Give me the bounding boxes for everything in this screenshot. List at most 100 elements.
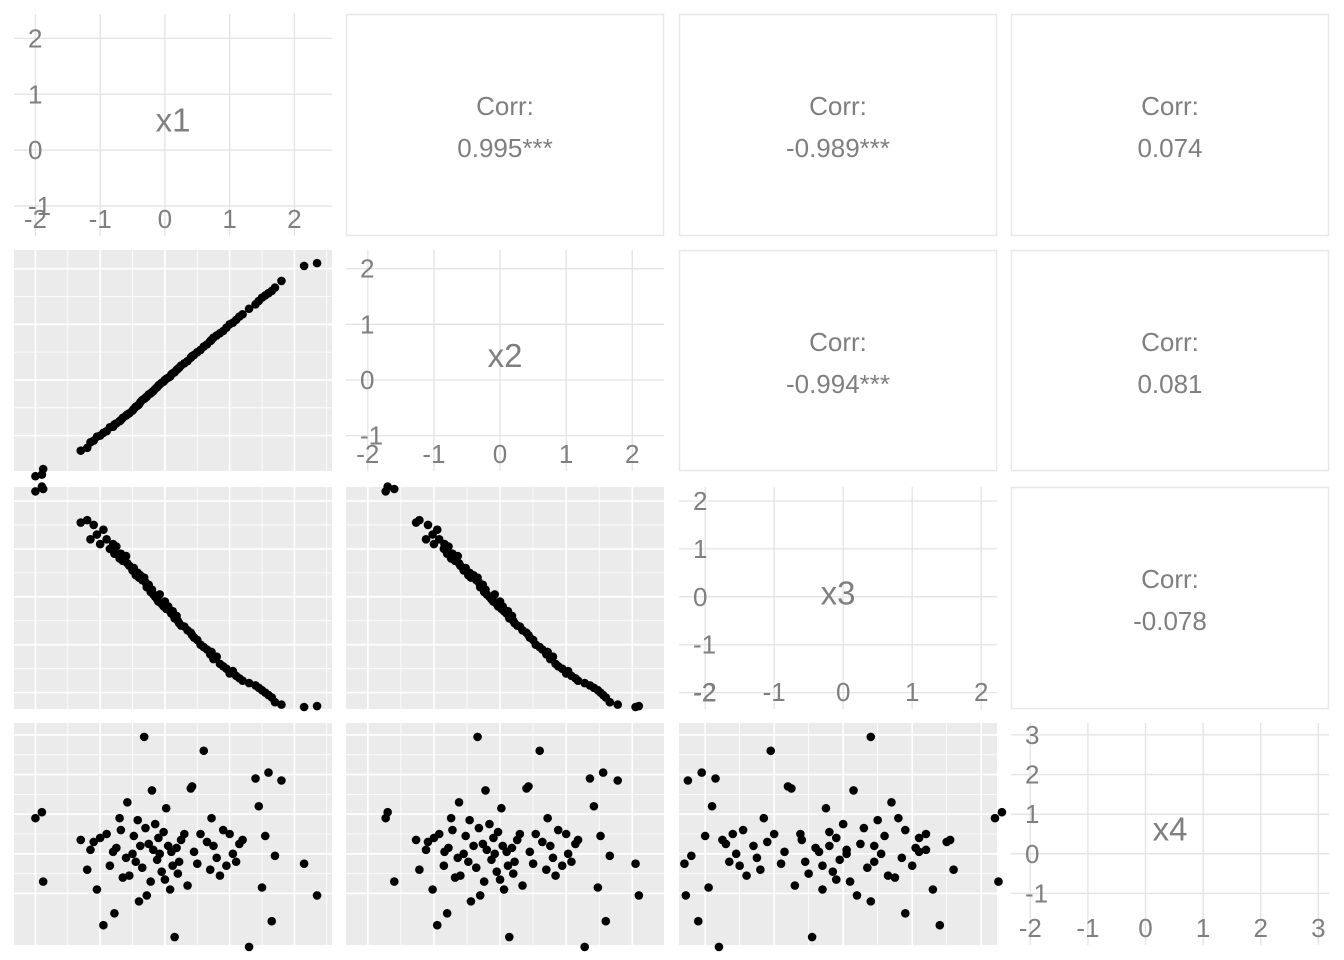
- y-tick-label: -1: [1025, 878, 1048, 908]
- data-point: [157, 867, 166, 876]
- data-point: [76, 835, 86, 845]
- data-point: [86, 535, 95, 544]
- data-point: [299, 702, 309, 712]
- data-point: [548, 853, 558, 863]
- y-tick-label: 1: [1025, 799, 1039, 829]
- scatter-panel-bg: [346, 487, 664, 709]
- data-point: [82, 865, 92, 874]
- data-point: [749, 841, 758, 851]
- y-tick-label: 0: [1025, 839, 1039, 869]
- variable-name: x3: [821, 575, 856, 612]
- data-point: [110, 908, 119, 918]
- data-point: [270, 851, 280, 861]
- y-tick-label: 2: [360, 254, 374, 284]
- data-point: [742, 871, 751, 880]
- data-point: [150, 819, 160, 829]
- y-tick-label: 2: [693, 486, 707, 516]
- data-point: [704, 883, 713, 892]
- data-point: [251, 774, 260, 783]
- data-point: [475, 891, 485, 900]
- data-point: [215, 871, 225, 880]
- y-tick-label: 0: [693, 582, 707, 612]
- data-point: [481, 786, 490, 795]
- panel-x4-x1: [14, 723, 332, 952]
- data-point: [31, 471, 40, 481]
- x-tick-label: 0: [493, 439, 507, 469]
- data-point: [911, 843, 920, 853]
- data-point: [383, 807, 392, 817]
- data-point: [515, 829, 525, 839]
- y-tick-label: 1: [28, 79, 42, 109]
- data-point: [838, 819, 848, 829]
- data-point: [573, 676, 583, 685]
- data-point: [168, 861, 177, 871]
- data-point: [796, 829, 805, 839]
- data-point: [845, 877, 855, 886]
- data-point: [160, 875, 170, 884]
- data-point: [244, 942, 254, 952]
- data-point: [997, 807, 1007, 817]
- data-point: [613, 700, 623, 709]
- data-point: [89, 520, 98, 530]
- data-point: [38, 877, 48, 886]
- x-tick-label: -2: [24, 204, 47, 234]
- data-point: [493, 827, 503, 837]
- y-tick-label: 2: [1025, 760, 1039, 790]
- data-point: [212, 853, 222, 863]
- data-point: [804, 869, 813, 878]
- data-point: [121, 853, 131, 863]
- data-point: [508, 869, 518, 878]
- y-tick-label: 1: [693, 534, 707, 564]
- data-point: [507, 843, 517, 853]
- data-point: [897, 853, 907, 863]
- x-tick-label: 2: [1254, 913, 1268, 943]
- panel-x2-x3: Corr: -0.994***: [678, 249, 998, 472]
- data-point: [139, 732, 149, 742]
- data-point: [921, 845, 931, 855]
- data-point: [914, 833, 924, 843]
- data-point: [244, 304, 254, 314]
- data-point: [207, 813, 216, 823]
- data-point: [589, 801, 599, 811]
- data-point: [543, 813, 552, 823]
- data-point: [124, 871, 134, 880]
- x-tick-label: -1: [89, 204, 112, 234]
- data-point: [154, 833, 163, 843]
- diag-panel-bg: [679, 487, 997, 709]
- data-point: [828, 867, 838, 876]
- corr-panel-border: [1010, 13, 1330, 237]
- data-point: [264, 768, 273, 777]
- x-tick-label: -2: [1019, 913, 1042, 943]
- data-point: [869, 857, 879, 867]
- data-point: [244, 678, 254, 688]
- data-point: [731, 849, 741, 859]
- corr-value: 0.995***: [457, 133, 552, 163]
- corr-label: Corr:: [1141, 327, 1199, 357]
- corr-panel-border: [345, 13, 665, 237]
- data-point: [473, 732, 482, 742]
- data-point: [842, 849, 851, 859]
- data-point: [738, 825, 748, 835]
- data-point: [99, 920, 108, 930]
- data-point: [711, 774, 720, 783]
- panel-x3-x1: [14, 482, 332, 712]
- data-point: [545, 841, 555, 851]
- data-point: [76, 446, 86, 455]
- data-point: [99, 525, 108, 535]
- data-point: [835, 855, 845, 865]
- data-point: [92, 885, 102, 894]
- data-point: [277, 700, 286, 709]
- data-point: [464, 857, 473, 867]
- y-tick-label: 0: [360, 365, 374, 395]
- corr-label: Corr:: [809, 91, 867, 121]
- data-point: [183, 881, 192, 890]
- data-point: [714, 942, 724, 952]
- data-point: [82, 515, 92, 525]
- data-point: [161, 803, 171, 813]
- data-point: [155, 590, 165, 599]
- data-point: [434, 829, 444, 839]
- data-point: [634, 701, 644, 711]
